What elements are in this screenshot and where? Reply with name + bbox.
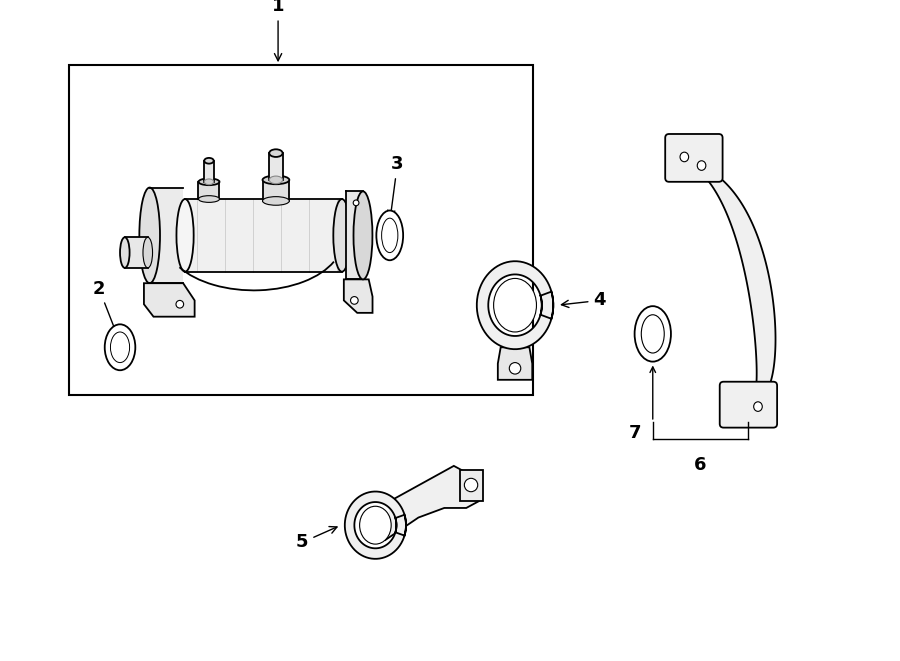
Ellipse shape — [111, 332, 130, 363]
Ellipse shape — [269, 149, 283, 157]
Ellipse shape — [680, 152, 688, 162]
Text: 5: 5 — [296, 527, 337, 551]
Circle shape — [509, 363, 521, 374]
Bar — [263, 180, 289, 201]
Bar — [185, 199, 342, 272]
Ellipse shape — [269, 176, 283, 184]
Polygon shape — [144, 283, 194, 317]
Bar — [346, 192, 363, 280]
Bar — [269, 153, 283, 180]
Bar — [69, 65, 533, 395]
Polygon shape — [460, 470, 482, 501]
Ellipse shape — [143, 237, 152, 268]
Text: 7: 7 — [629, 424, 642, 442]
Ellipse shape — [199, 196, 220, 202]
Ellipse shape — [353, 200, 359, 206]
Ellipse shape — [204, 179, 213, 184]
Ellipse shape — [382, 218, 398, 253]
Ellipse shape — [333, 199, 350, 272]
Polygon shape — [345, 492, 406, 559]
Circle shape — [464, 479, 478, 492]
Ellipse shape — [634, 306, 670, 362]
Ellipse shape — [698, 161, 706, 171]
FancyBboxPatch shape — [720, 381, 777, 428]
Text: 2: 2 — [93, 280, 119, 338]
Ellipse shape — [376, 210, 403, 260]
Polygon shape — [477, 261, 554, 349]
Ellipse shape — [104, 325, 135, 370]
Polygon shape — [384, 466, 479, 541]
FancyBboxPatch shape — [665, 134, 723, 182]
Ellipse shape — [204, 158, 213, 164]
Ellipse shape — [642, 315, 664, 353]
Ellipse shape — [140, 188, 160, 283]
Bar — [204, 161, 213, 182]
Ellipse shape — [350, 297, 358, 304]
Text: 4: 4 — [562, 292, 606, 309]
Ellipse shape — [354, 192, 373, 280]
Ellipse shape — [176, 300, 184, 308]
Polygon shape — [701, 173, 776, 387]
Bar — [125, 237, 148, 268]
Polygon shape — [498, 347, 532, 380]
Polygon shape — [344, 280, 373, 313]
Ellipse shape — [493, 278, 536, 332]
Text: 6: 6 — [694, 456, 706, 475]
Ellipse shape — [360, 506, 392, 544]
Ellipse shape — [120, 237, 130, 268]
Text: 3: 3 — [388, 155, 403, 217]
Bar — [149, 188, 183, 283]
Ellipse shape — [263, 176, 289, 184]
Ellipse shape — [176, 199, 194, 272]
Ellipse shape — [199, 178, 220, 185]
Text: 1: 1 — [272, 0, 284, 61]
Ellipse shape — [753, 402, 762, 411]
Bar — [199, 182, 220, 199]
Ellipse shape — [263, 196, 289, 206]
